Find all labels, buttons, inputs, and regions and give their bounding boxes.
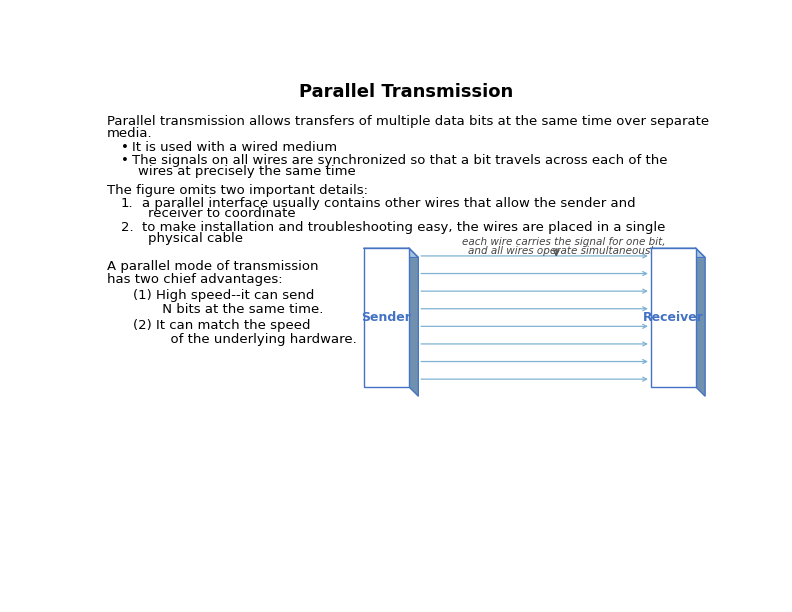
Polygon shape xyxy=(409,248,418,396)
Text: wires at precisely the same time: wires at precisely the same time xyxy=(138,165,356,178)
Text: each wire carries the signal for one bit,: each wire carries the signal for one bit… xyxy=(463,237,666,247)
Text: The figure omits two important details:: The figure omits two important details: xyxy=(107,184,367,197)
Text: Parallel transmission allows transfers of multiple data bits at the same time ov: Parallel transmission allows transfers o… xyxy=(107,115,709,128)
Bar xyxy=(651,248,695,387)
Text: N bits at the same time.: N bits at the same time. xyxy=(124,303,323,316)
Text: receiver to coordinate: receiver to coordinate xyxy=(148,207,295,220)
Text: •: • xyxy=(120,154,128,167)
Text: •: • xyxy=(120,141,128,154)
Text: It is used with a wired medium: It is used with a wired medium xyxy=(131,141,337,154)
Text: A parallel mode of transmission: A parallel mode of transmission xyxy=(107,259,318,273)
Text: to make installation and troubleshooting easy, the wires are placed in a single: to make installation and troubleshooting… xyxy=(142,222,665,234)
Text: (1) High speed--it can send: (1) High speed--it can send xyxy=(116,289,314,302)
Polygon shape xyxy=(695,248,705,396)
Text: Parallel Transmission: Parallel Transmission xyxy=(299,83,513,101)
Polygon shape xyxy=(651,248,705,258)
Text: Sender: Sender xyxy=(362,311,412,324)
Text: (2) It can match the speed: (2) It can match the speed xyxy=(116,319,310,332)
Text: media.: media. xyxy=(107,127,152,140)
Text: 1.: 1. xyxy=(120,196,133,210)
Text: The signals on all wires are synchronized so that a bit travels across each of t: The signals on all wires are synchronize… xyxy=(131,154,667,167)
Text: a parallel interface usually contains other wires that allow the sender and: a parallel interface usually contains ot… xyxy=(142,196,635,210)
Text: 2.: 2. xyxy=(120,222,133,234)
Text: Receiver: Receiver xyxy=(643,311,704,324)
Text: physical cable: physical cable xyxy=(148,232,243,245)
Bar xyxy=(364,248,409,387)
Polygon shape xyxy=(364,248,418,258)
Text: of the underlying hardware.: of the underlying hardware. xyxy=(128,333,357,346)
Text: and all wires operate simultaneously: and all wires operate simultaneously xyxy=(468,246,660,256)
Text: has two chief advantages:: has two chief advantages: xyxy=(107,273,283,286)
